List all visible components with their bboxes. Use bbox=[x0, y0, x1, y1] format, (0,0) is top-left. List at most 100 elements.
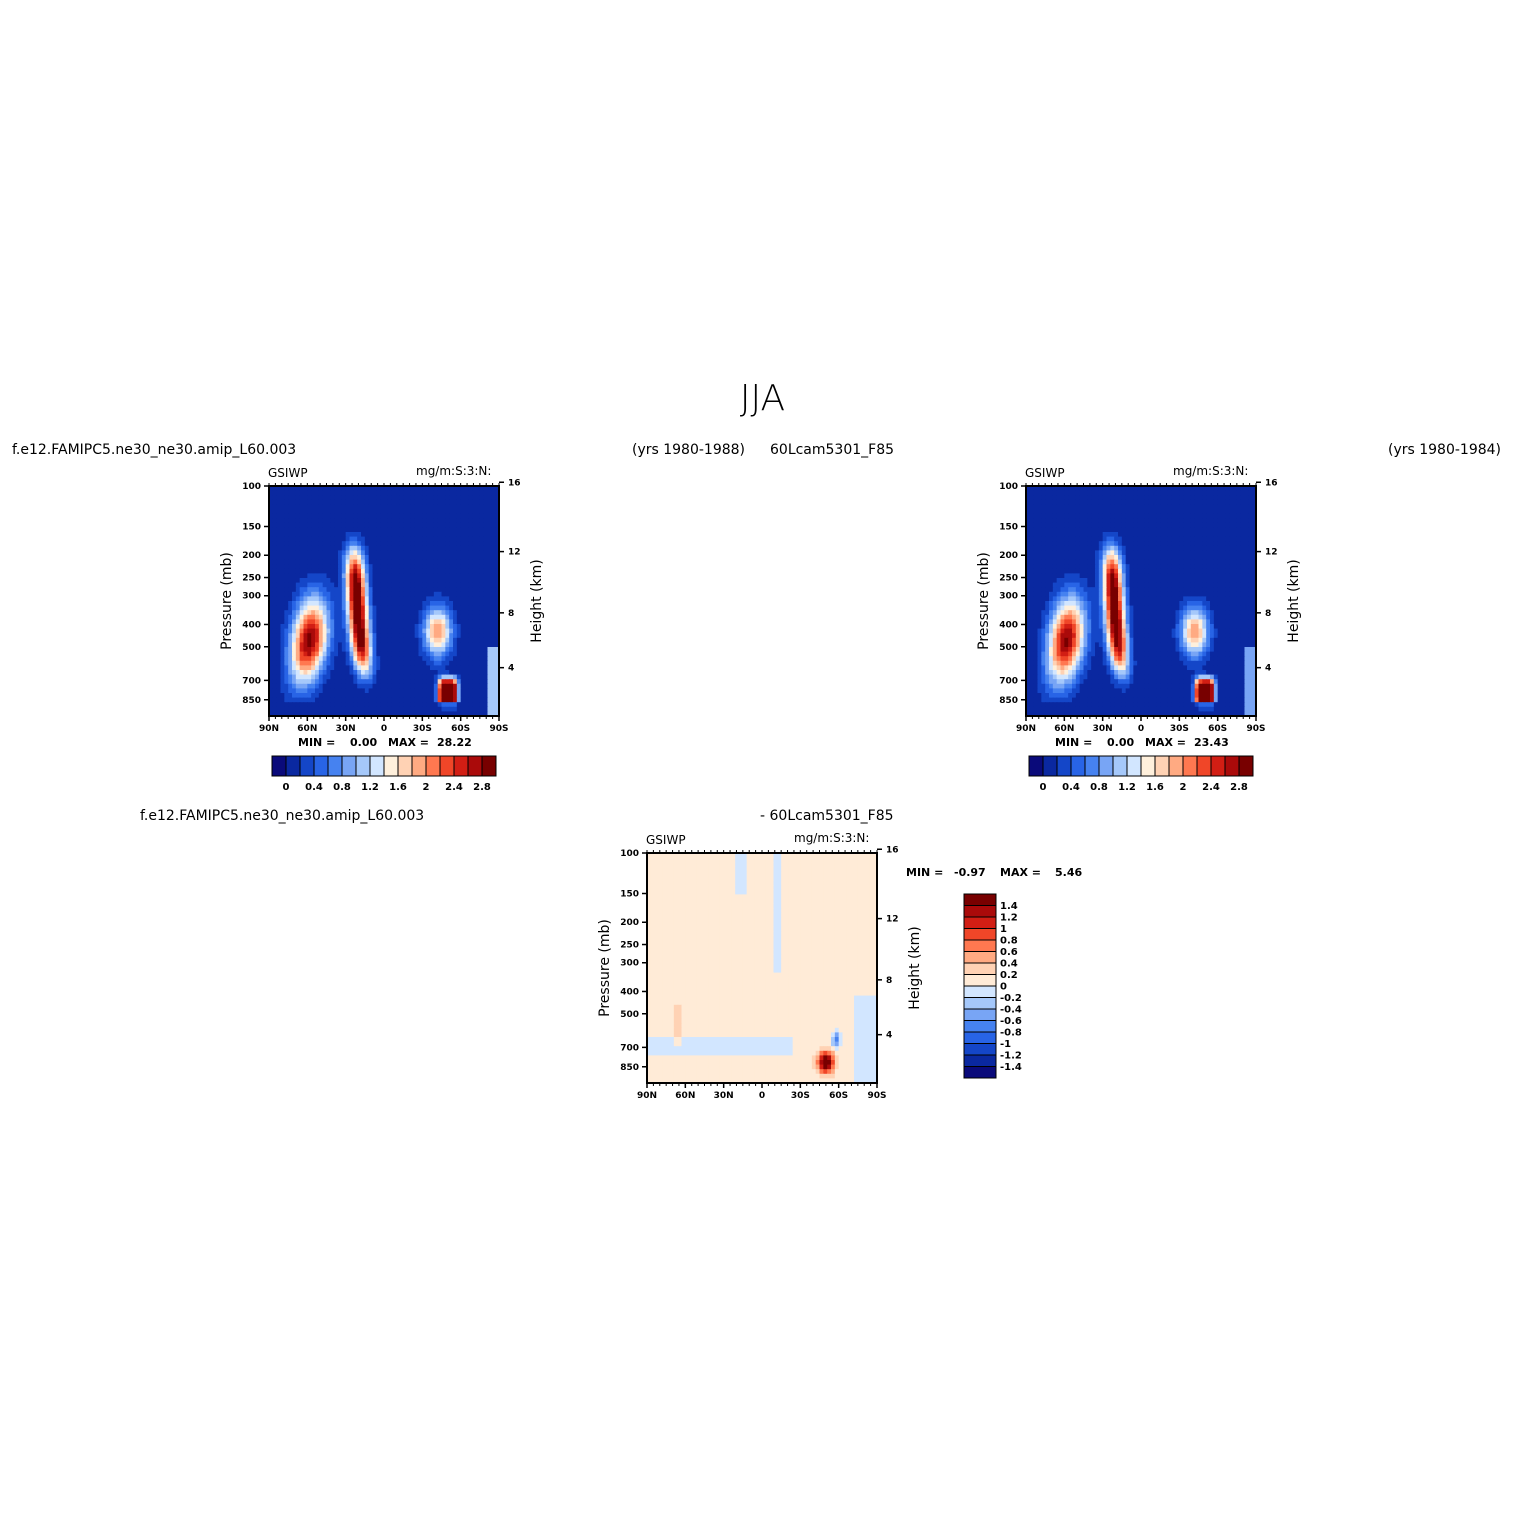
field-cell bbox=[357, 555, 362, 561]
field-cell bbox=[1091, 564, 1096, 570]
field-cell bbox=[1045, 610, 1050, 616]
field-cell bbox=[295, 582, 301, 588]
field-cell bbox=[472, 633, 477, 639]
field-cell bbox=[1049, 568, 1054, 574]
field-cell bbox=[1164, 610, 1169, 616]
field-cell bbox=[449, 527, 454, 533]
field-cell bbox=[315, 683, 320, 689]
field-cell bbox=[1068, 605, 1073, 611]
field-cell bbox=[376, 706, 381, 712]
field-cell bbox=[426, 578, 431, 584]
field-cell bbox=[376, 711, 381, 717]
field-cell bbox=[334, 628, 339, 634]
field-cell bbox=[1229, 518, 1234, 524]
field-cell bbox=[491, 522, 496, 528]
field-cell bbox=[1121, 601, 1127, 607]
field-cell bbox=[1183, 596, 1188, 602]
field-cell bbox=[1087, 582, 1092, 588]
field-cell bbox=[407, 610, 412, 616]
field-cell bbox=[1095, 504, 1100, 510]
field-cell bbox=[326, 706, 331, 712]
field-cell bbox=[1221, 499, 1226, 505]
field-cell bbox=[1240, 587, 1246, 593]
field-cell bbox=[272, 633, 278, 639]
field-cell bbox=[1106, 490, 1111, 496]
field-cell bbox=[1167, 504, 1173, 510]
field-cell bbox=[1087, 499, 1092, 505]
field-cell bbox=[1179, 614, 1184, 620]
field-cell bbox=[326, 688, 331, 694]
field-cell bbox=[1114, 536, 1119, 542]
field-cell bbox=[491, 633, 496, 639]
field-cell bbox=[1029, 545, 1035, 551]
field-cell bbox=[1079, 564, 1085, 570]
field-cell bbox=[1091, 545, 1096, 551]
field-cell bbox=[272, 578, 278, 584]
field-cell bbox=[1091, 582, 1096, 588]
field-cell bbox=[334, 559, 339, 565]
field-cell bbox=[330, 651, 335, 657]
field-cell bbox=[403, 509, 408, 515]
field-cell bbox=[1118, 486, 1123, 492]
field-cell bbox=[1229, 614, 1234, 620]
field-cell bbox=[322, 550, 328, 556]
field-cell bbox=[318, 522, 324, 528]
field-cell bbox=[368, 578, 374, 584]
field-cell bbox=[464, 656, 469, 662]
field-cell bbox=[1114, 568, 1119, 574]
field-cell bbox=[453, 513, 458, 519]
field-cell bbox=[1217, 564, 1223, 570]
field-cell bbox=[410, 647, 416, 653]
field-cell bbox=[315, 559, 320, 565]
field-cell bbox=[1141, 518, 1146, 524]
field-cell bbox=[495, 619, 500, 625]
field-cell bbox=[410, 637, 416, 643]
field-cell bbox=[1233, 522, 1238, 528]
field-cell bbox=[391, 545, 397, 551]
field-cell bbox=[311, 656, 316, 662]
field-cell bbox=[318, 582, 324, 588]
field-cell bbox=[472, 642, 477, 648]
field-cell bbox=[1225, 564, 1230, 570]
field-cell bbox=[330, 706, 335, 712]
field-cell bbox=[368, 573, 374, 579]
field-cell bbox=[1175, 522, 1180, 528]
field-cell bbox=[418, 573, 423, 579]
field-cell bbox=[284, 711, 289, 717]
field-cell bbox=[1144, 550, 1150, 556]
field-cell bbox=[1148, 610, 1154, 616]
field-cell bbox=[1068, 490, 1073, 496]
field-cell bbox=[1056, 550, 1062, 556]
field-cell bbox=[288, 642, 293, 648]
field-cell bbox=[487, 509, 492, 515]
field-cell bbox=[288, 578, 293, 584]
field-cell bbox=[479, 697, 485, 703]
field-cell bbox=[349, 651, 354, 657]
field-cell bbox=[272, 522, 278, 528]
field-cell bbox=[276, 522, 282, 528]
field-cell bbox=[345, 578, 351, 584]
field-cell bbox=[1190, 504, 1196, 510]
field-cell bbox=[322, 490, 328, 496]
field-cell bbox=[318, 656, 324, 662]
field-cell bbox=[1106, 578, 1111, 584]
field-cell bbox=[315, 642, 320, 648]
field-cell bbox=[407, 591, 412, 597]
field-cell bbox=[1206, 504, 1211, 510]
field-cell bbox=[476, 628, 481, 634]
field-cell bbox=[472, 656, 477, 662]
field-cell bbox=[368, 651, 374, 657]
field-cell bbox=[372, 564, 377, 570]
field-cell bbox=[1091, 518, 1096, 524]
field-cell bbox=[303, 499, 308, 505]
field-cell bbox=[372, 486, 377, 492]
field-cell bbox=[433, 605, 439, 611]
field-cell bbox=[1056, 490, 1062, 496]
field-cell bbox=[353, 513, 358, 519]
field-cell bbox=[295, 596, 301, 602]
field-cell bbox=[284, 582, 289, 588]
field-cell bbox=[395, 665, 400, 671]
field-cell bbox=[1160, 573, 1165, 579]
field-cell bbox=[1083, 509, 1088, 515]
field-cell bbox=[280, 706, 285, 712]
